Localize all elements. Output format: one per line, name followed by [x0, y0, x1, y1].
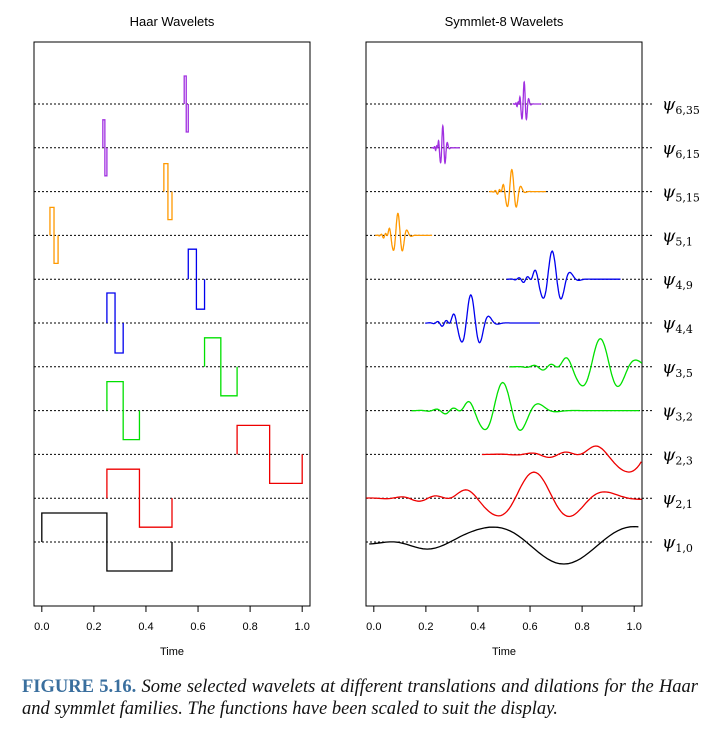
haar-wavelet-6-15: [102, 119, 108, 177]
symmlet-x-tick-label: 1.0: [627, 621, 642, 633]
haar-x-tick-label: 0.2: [86, 621, 101, 633]
haar-x-tick-label: 0.0: [34, 621, 49, 633]
symmlet-panel: Symmlet-8 Wavelets 0.0 0.2 0.4 0.6 0.8 1.0 Ti…: [365, 14, 652, 658]
haar-wavelet-6-35: [183, 75, 189, 133]
symmlet-plot-frame: [365, 41, 643, 607]
row-label-4-4: ψ4,4: [662, 314, 693, 336]
symmlet-x-tick-label: 0.8: [574, 621, 589, 633]
haar-wavelet-2-3: [236, 424, 303, 485]
figure-caption: FIGURE 5.16. Some selected wavelets at d…: [22, 676, 698, 720]
wavelet-figure: Haar Wavelets 0.0 0.2 0.4 0.6 0.8 1.0 Time Sy…: [33, 14, 700, 658]
haar-x-axis-label: Time: [160, 646, 184, 658]
row-label-2-3: ψ2,3: [662, 445, 693, 467]
caption-text: Some selected wavelets at different tran…: [22, 677, 699, 719]
haar-wavelet-5-1: [49, 206, 59, 265]
symmlet-wavelet-5-15: [489, 168, 546, 208]
symmlet-wavelet-2-1: [366, 471, 642, 518]
symmlet-wavelet-3-2: [411, 381, 640, 431]
symmlet-x-tick-label: 0.4: [470, 621, 485, 633]
haar-wavelet-2-1: [106, 468, 173, 528]
haar-x-tick-label: 0.8: [242, 621, 257, 633]
haar-x-tick-label: 0.6: [190, 621, 205, 633]
row-label-3-5: ψ3,5: [662, 358, 693, 380]
haar-plot-frame: [33, 41, 311, 607]
haar-wavelet-4-9: [187, 248, 206, 310]
haar-wavelet-3-2: [106, 380, 141, 441]
wavelet-row-labels: ψ6,35 ψ6,15 ψ5,15 ψ5,1 ψ4,9 ψ4,4 ψ3,5 ψ3,2 ψ2,3 ψ…: [662, 95, 700, 555]
haar-panel: Haar Wavelets 0.0 0.2 0.4 0.6 0.8 1.0 Time: [33, 14, 311, 658]
haar-panel-title: Haar Wavelets: [130, 14, 215, 29]
symmlet-wavelet-4-4: [425, 293, 540, 344]
row-label-6-35: ψ6,35: [662, 95, 700, 117]
symmlet-wavelet-5-1: [375, 212, 433, 252]
row-label-5-15: ψ5,15: [662, 183, 700, 205]
symmlet-panel-title: Symmlet-8 Wavelets: [445, 14, 564, 29]
haar-wavelet-4-4: [106, 292, 124, 354]
haar-wavelet-1-0: [41, 512, 173, 572]
symmlet-x-tick-label: 0.2: [418, 621, 433, 633]
symmlet-wavelet-6-35: [512, 80, 542, 121]
row-label-5-1: ψ5,1: [662, 226, 693, 248]
symmlet-wavelet-6-15: [431, 123, 460, 165]
symmlet-wavelet-3-5: [509, 337, 643, 388]
symmlet-x-tick-label: 0.0: [366, 621, 381, 633]
symmlet-wavelet-2-3: [481, 445, 642, 473]
symmlet-x-axis-label: Time: [492, 646, 516, 658]
row-label-2-1: ψ2,1: [662, 489, 693, 511]
row-label-6-15: ψ6,15: [662, 139, 700, 161]
caption-label: FIGURE 5.16.: [22, 677, 137, 697]
symmlet-wavelet-4-9: [506, 250, 621, 300]
symmlet-x-tick-label: 0.6: [522, 621, 537, 633]
row-label-4-9: ψ4,9: [662, 270, 693, 292]
haar-wavelet-3-5: [203, 337, 238, 397]
row-label-3-2: ψ3,2: [662, 402, 693, 424]
row-label-1-0: ψ1,0: [662, 533, 693, 555]
symmlet-wavelet-1-0: [369, 525, 639, 565]
haar-x-tick-label: 1.0: [295, 621, 310, 633]
haar-x-tick-label: 0.4: [138, 621, 153, 633]
haar-wavelet-5-15: [163, 162, 173, 221]
